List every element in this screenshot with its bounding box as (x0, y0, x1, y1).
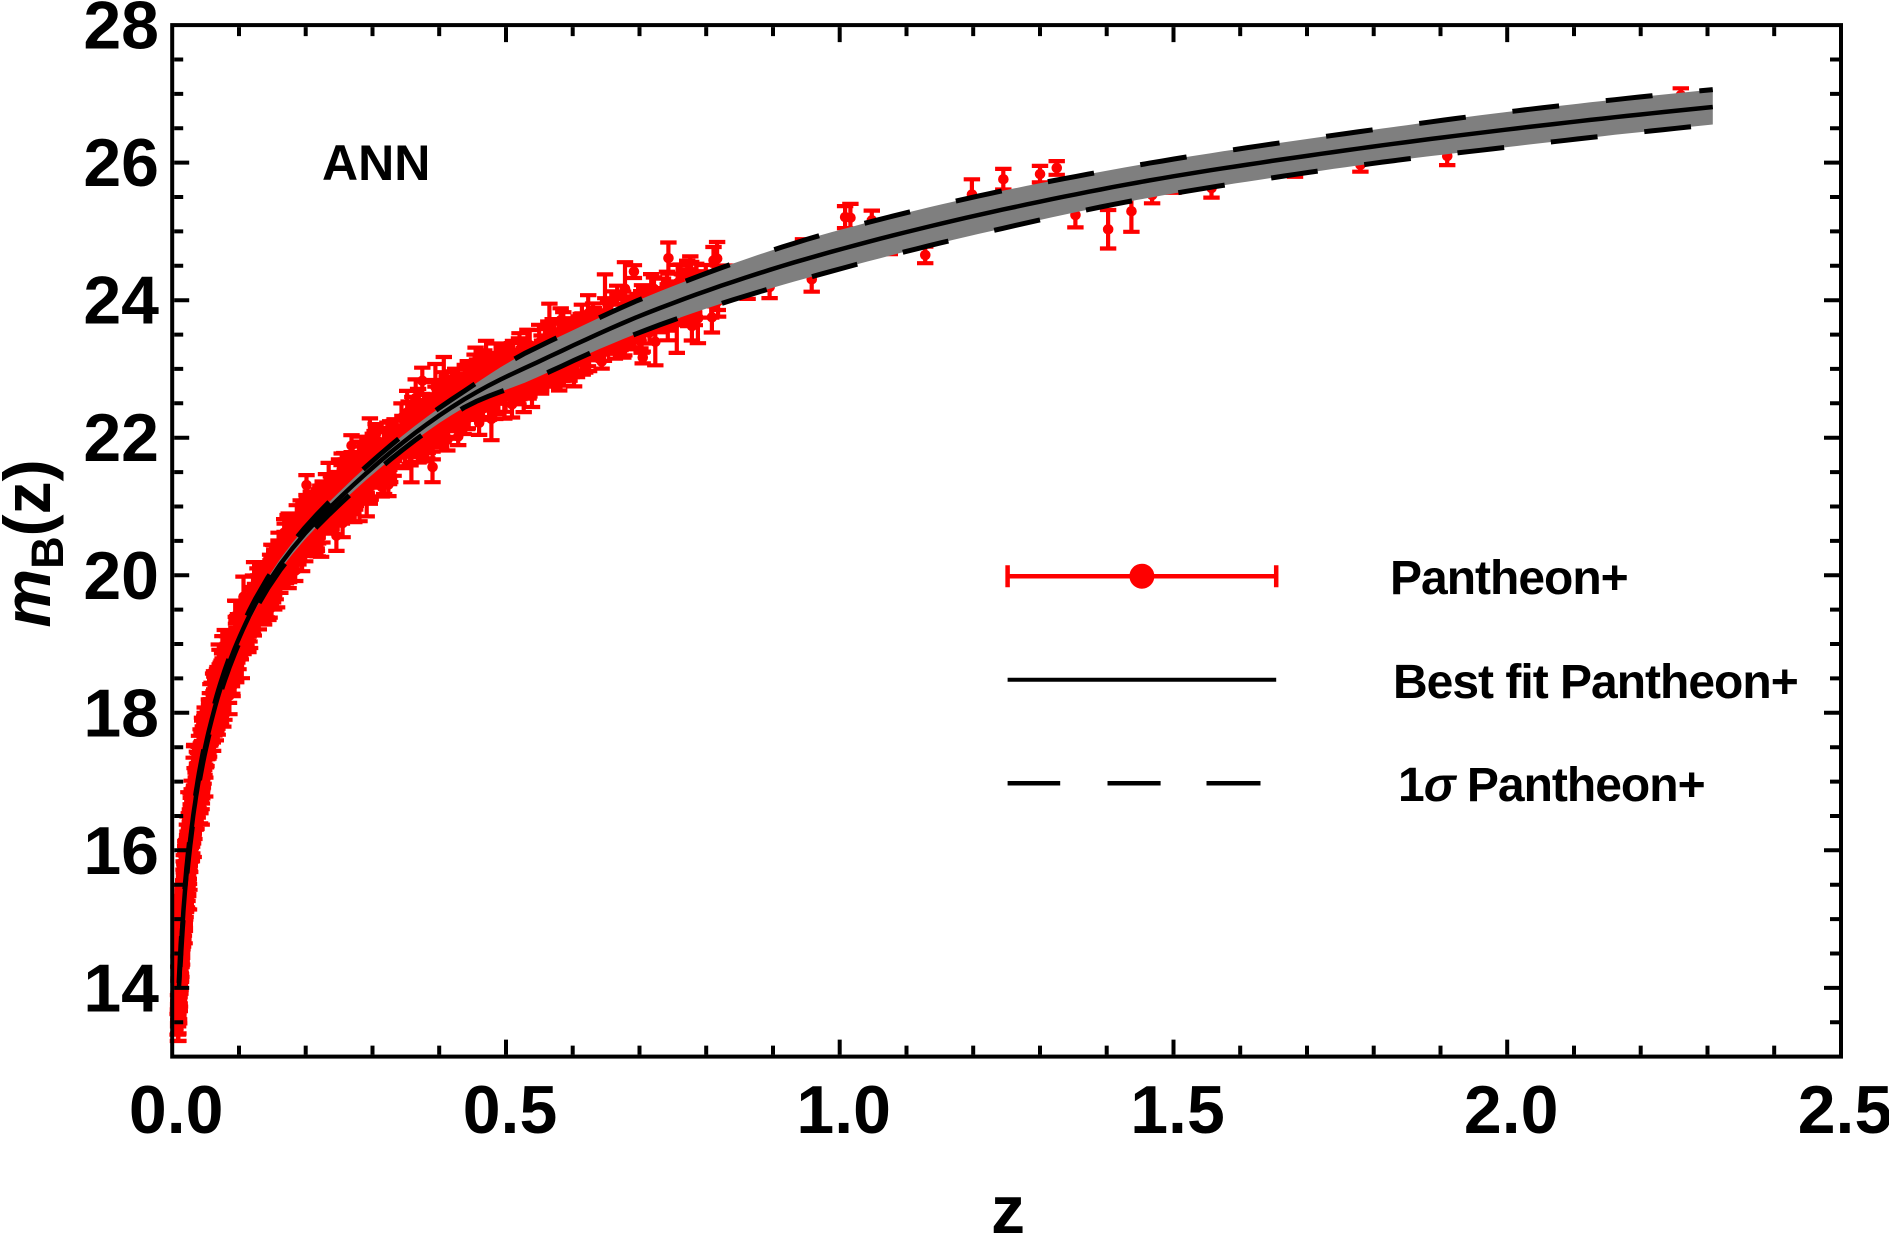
svg-text:1.0: 1.0 (796, 1072, 891, 1148)
svg-text:1.5: 1.5 (1130, 1072, 1225, 1148)
svg-text:14: 14 (83, 950, 159, 1026)
svg-text:0.5: 0.5 (463, 1072, 558, 1148)
svg-text:26: 26 (83, 125, 159, 201)
svg-text:Pantheon+: Pantheon+ (1390, 552, 1628, 605)
svg-text:16: 16 (83, 813, 159, 889)
svg-text:24: 24 (83, 263, 159, 339)
svg-text:20: 20 (83, 538, 159, 614)
svg-text:z: z (991, 1172, 1025, 1234)
svg-text:2.5: 2.5 (1798, 1072, 1889, 1148)
svg-text:28: 28 (83, 0, 159, 64)
svg-text:22: 22 (83, 400, 159, 476)
svg-text:1σ Pantheon+: 1σ Pantheon+ (1398, 759, 1705, 812)
svg-text:mB(z): mB(z) (0, 459, 73, 627)
svg-text:ANN: ANN (322, 135, 430, 191)
svg-text:Best fit Pantheon+: Best fit Pantheon+ (1393, 656, 1798, 709)
svg-text:18: 18 (83, 675, 159, 751)
svg-text:2.0: 2.0 (1464, 1072, 1559, 1148)
svg-text:0.0: 0.0 (129, 1072, 224, 1148)
